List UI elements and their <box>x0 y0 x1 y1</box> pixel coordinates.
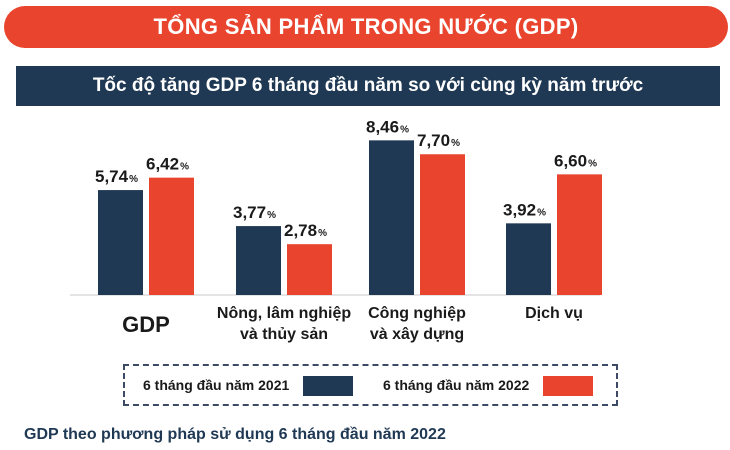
data-label-2021-1: 3,77% <box>233 203 276 222</box>
legend-swatch-2021 <box>303 376 353 396</box>
category-label-1-line-0: Nông, lâm nghiệp <box>217 305 351 322</box>
header-title: TỔNG SẢN PHẨM TRONG NƯỚC (GDP) <box>153 14 579 39</box>
data-label-2021-0: 5,74% <box>95 167 138 186</box>
legend-label-2021: 6 tháng đầu năm 2021 <box>143 377 290 393</box>
bar-2021-0 <box>98 190 143 295</box>
header-banner: TỔNG SẢN PHẨM TRONG NƯỚC (GDP) <box>4 6 728 48</box>
category-label-1-line-1: và thủy sản <box>240 326 328 343</box>
bar-2022-3 <box>557 174 602 295</box>
category-label-0-line-0: GDP <box>122 312 170 337</box>
bar-2022-0 <box>149 177 194 295</box>
bar-2022-1 <box>287 244 332 295</box>
data-label-2022-0: 6,42% <box>146 155 189 174</box>
bar-2021-3 <box>506 223 551 295</box>
chart-subtitle: Tốc độ tăng GDP 6 tháng đầu năm so với c… <box>92 75 644 96</box>
data-label-2022-1: 2,78% <box>284 221 327 240</box>
data-label-2021-2: 8,46% <box>366 117 409 136</box>
data-label-2022-3: 6,60% <box>554 151 597 170</box>
legend-swatch-2022 <box>543 376 593 396</box>
footer-caption: GDP theo phương pháp sử dụng 6 tháng đầu… <box>24 426 446 443</box>
category-label-2-line-1: và xây dựng <box>370 326 464 343</box>
bar-2022-2 <box>420 154 465 295</box>
bar-2021-1 <box>236 226 281 295</box>
legend: 6 tháng đầu năm 2021 6 tháng đầu năm 202… <box>123 364 618 406</box>
category-label-3-line-0: Dịch vụ <box>525 305 583 322</box>
subtitle-bar: Tốc độ tăng GDP 6 tháng đầu năm so với c… <box>16 66 720 106</box>
bar-2021-2 <box>369 140 414 295</box>
category-label-2-line-0: Công nghiệp <box>368 305 466 322</box>
data-label-2021-3: 3,92% <box>503 200 546 219</box>
legend-label-2022: 6 tháng đầu năm 2022 <box>383 377 530 393</box>
bar-chart: 5,74% 6,42% GDP 3,77% 2,78% Nông, lâm nghiệp v… <box>70 117 602 343</box>
data-label-2022-2: 7,70% <box>417 131 460 150</box>
